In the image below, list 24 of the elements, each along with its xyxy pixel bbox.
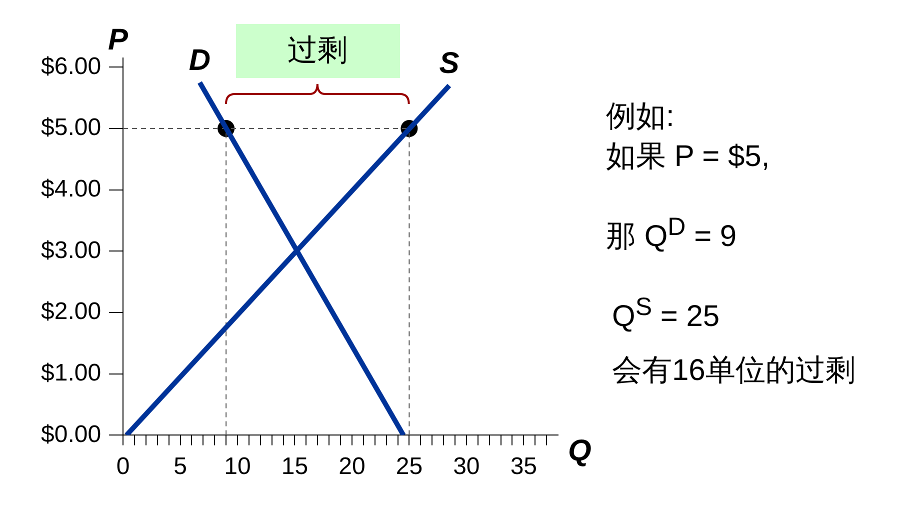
x-tick-label: 25 (396, 453, 423, 480)
y-axis-title: P (108, 23, 130, 56)
text: 那 Q$^{D}$ = 9 (606, 213, 737, 255)
text: 会有16单位的过剩 (612, 353, 856, 389)
y-tick-label: $6.00 (40, 52, 102, 80)
x-tick-label: 20 (338, 453, 366, 480)
y-tick-label: $0.00 (40, 420, 102, 448)
x-axis-title: Q (568, 434, 592, 468)
y-tick-label: $4.00 (40, 175, 102, 202)
x-tick-label: 30 (453, 453, 480, 480)
text: Q$^{S}$ = 25 (612, 293, 720, 334)
text: 例如: (606, 99, 674, 135)
series-label: S (439, 46, 460, 80)
y-tick-label: $2.00 (40, 298, 102, 326)
x-tick-label: 5 (174, 453, 187, 480)
x-tick-label: 0 (116, 453, 130, 480)
y-tick-label: $3.00 (40, 236, 102, 264)
y-tick-label: $1.00 (40, 359, 102, 386)
x-tick-label: 15 (281, 453, 308, 480)
x-tick-label: 35 (510, 453, 538, 480)
series-label: D (188, 44, 211, 77)
x-tick-label: 10 (224, 453, 251, 480)
y-tick-label: $5.00 (40, 114, 102, 142)
text: 如果 P = $5, (606, 139, 770, 175)
